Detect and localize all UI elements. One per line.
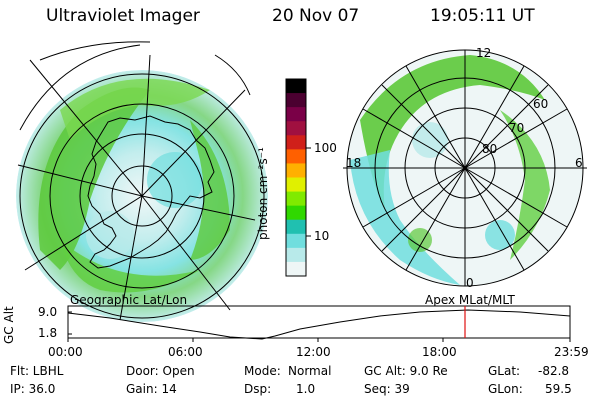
timeline-xtick-1800: 18:00	[422, 345, 457, 359]
colorbar-band	[286, 261, 306, 277]
seq-info: Seq: 39	[364, 382, 410, 396]
colorbar-band	[286, 247, 306, 263]
timeline-ytick-9: 9.0	[38, 305, 58, 319]
colorbar-band	[286, 177, 306, 193]
right-map-caption: Apex MLat/MLT	[425, 293, 515, 307]
ip-info: IP: 36.0	[10, 382, 56, 396]
timeline-frame	[67, 305, 571, 339]
mlat-label-80: 80	[482, 142, 498, 156]
time-label: 19:05:11 UT	[430, 6, 535, 26]
instrument-title: Ultraviolet Imager	[46, 6, 200, 26]
mlt-label-0: 0	[466, 276, 474, 290]
mode-label: Mode:	[244, 364, 281, 378]
mlt-label-6: 6	[575, 156, 583, 170]
filter-info: Flt: LBHL	[10, 364, 64, 378]
colorbar-frame	[285, 78, 307, 277]
mlat-label-60: 60	[533, 97, 549, 111]
mlat-label-70: 70	[509, 121, 525, 135]
mlt-label-18: 18	[346, 156, 362, 170]
colorbar-tick-100: 100	[314, 141, 337, 155]
left-map-caption: Geographic Lat/Lon	[70, 293, 188, 307]
colorbar-band	[286, 191, 306, 207]
glon-label: GLon:	[488, 382, 523, 396]
dsp-label: Dsp:	[244, 382, 272, 396]
colorbar-band	[286, 149, 306, 164]
colorbar-band	[286, 205, 306, 221]
date-label: 20 Nov 07	[272, 6, 360, 26]
timeline-xtick-2359: 23:59	[554, 345, 589, 359]
timeline-ytick-1-8: 1.8	[38, 326, 58, 340]
colorbar-unit-label: photon cm⁻²s⁻¹	[256, 147, 270, 240]
glat-label: GLat:	[488, 364, 521, 378]
timeline-xtick-1200: 12:00	[296, 345, 331, 359]
orbit-altitude-line	[67, 309, 571, 340]
colorbar-band	[286, 121, 306, 136]
door-info: Door: Open	[126, 364, 195, 378]
colorbar-band	[286, 135, 306, 150]
colorbar-band	[286, 233, 306, 249]
continent-outline	[87, 115, 215, 269]
left-geo-grid	[17, 54, 265, 321]
colorbar-band	[286, 93, 306, 108]
left-outer-arcs	[19, 41, 251, 131]
colorbar-band	[286, 219, 306, 235]
timeline-ylabel: GC Alt	[2, 306, 16, 344]
glat-value: -82.8	[538, 364, 570, 378]
colorbar-band	[286, 79, 306, 94]
colorbar-band	[286, 107, 306, 122]
mode-value: Normal	[288, 364, 332, 378]
colorbar-tick-10: 10	[314, 229, 330, 243]
colorbar-band	[286, 163, 306, 178]
colorbar	[286, 79, 306, 277]
glon-value: 59.5	[545, 382, 572, 396]
mlt-label-12: 12	[476, 46, 492, 60]
timeline-xtick-0000: 00:00	[48, 345, 83, 359]
gc-alt-info: GC Alt: 9.0 Re	[364, 364, 448, 378]
dsp-value: 1.0	[296, 382, 316, 396]
timeline-xtick-0600: 06:00	[168, 345, 203, 359]
right-mlat-grid	[343, 49, 587, 287]
gain-info: Gain: 14	[126, 382, 177, 396]
